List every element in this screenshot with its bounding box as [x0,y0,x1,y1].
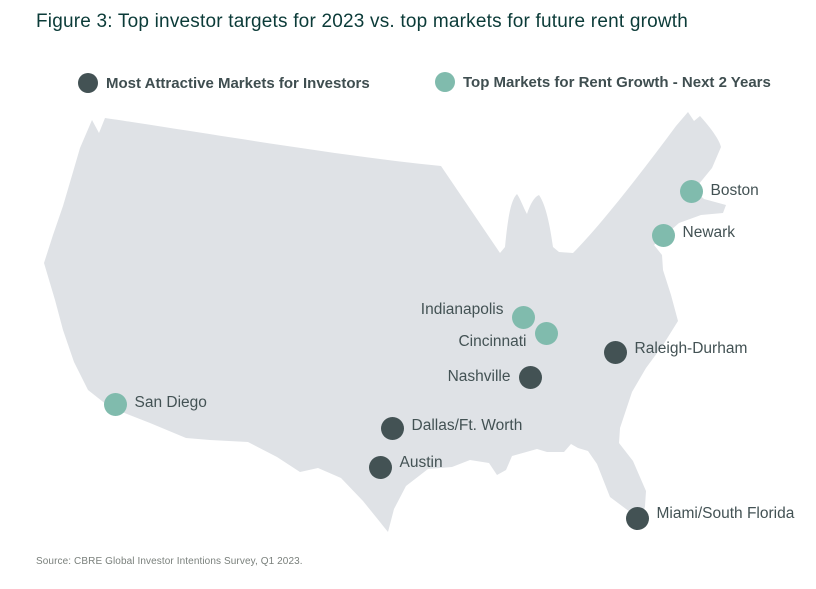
city-label-cincinnati: Cincinnati [458,333,527,350]
city-marker-cincinnati [534,321,558,345]
legend-item-rent-growth: Top Markets for Rent Growth - Next 2 Yea… [435,72,771,92]
city-label-san-diego: San Diego [134,394,207,411]
legend-item-investors: Most Attractive Markets for Investors [78,73,370,93]
city-label-dallas-ft-worth: Dallas/Ft. Worth [411,417,523,434]
city-label-miami-south-florida: Miami/South Florida [656,505,795,522]
figure-title: Figure 3: Top investor targets for 2023 … [36,11,689,32]
city-marker-austin [368,455,392,479]
city-marker-dallas-ft-worth [380,416,404,440]
city-label-newark: Newark [682,224,736,241]
investors-legend-dot-icon [78,73,98,93]
us-map-shape [44,112,726,532]
city-label-austin: Austin [399,454,443,471]
city-marker-raleigh-durham [603,340,627,364]
city-marker-san-diego [103,392,127,416]
city-marker-indianapolis [511,305,535,329]
city-label-raleigh-durham: Raleigh-Durham [634,340,748,357]
city-marker-newark [651,223,675,247]
city-marker-miami-south-florida [625,506,649,530]
city-label-nashville: Nashville [447,368,511,385]
rent-growth-legend-dot-icon [435,72,455,92]
city-label-indianapolis: Indianapolis [420,301,504,318]
city-marker-nashville [518,365,542,389]
legend-label-rent-growth: Top Markets for Rent Growth - Next 2 Yea… [463,73,771,91]
city-marker-boston [679,179,703,203]
city-label-boston: Boston [710,182,759,199]
source-note: Source: CBRE Global Investor Intentions … [36,556,303,567]
legend-label-investors: Most Attractive Markets for Investors [106,74,370,92]
